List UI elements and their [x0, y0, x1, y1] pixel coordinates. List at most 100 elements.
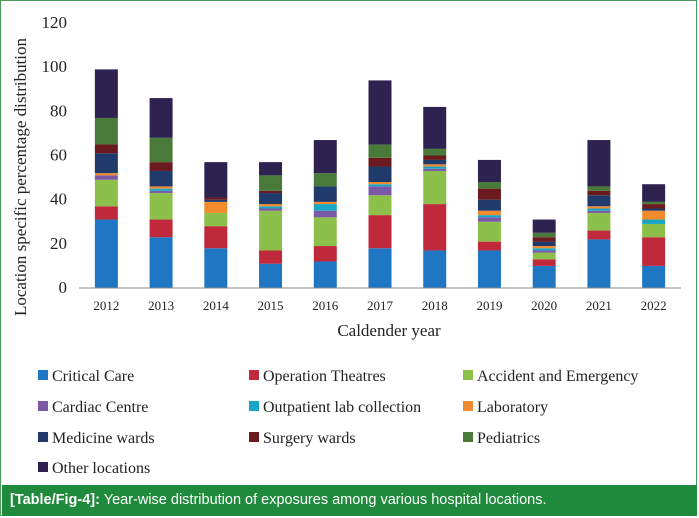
x-tick-label: 2022 [641, 298, 667, 313]
y-axis-title: Location specific percentage distributio… [11, 37, 30, 316]
x-tick-label: 2018 [422, 298, 448, 313]
legend-label: Surgery wards [263, 430, 356, 447]
bar-segment [587, 230, 611, 240]
bar-segment [368, 182, 392, 185]
x-axis-ticks: 2012 2013 2014 2015 2016 2017 2018 2019 2020 2021… [93, 298, 666, 313]
bar-segment [477, 215, 501, 218]
bar-segment [204, 212, 228, 227]
bar-segment [94, 206, 118, 220]
bar-segment [642, 223, 666, 238]
bar-segment [642, 184, 666, 202]
bar-segment [477, 182, 501, 189]
bar-segment [204, 197, 228, 200]
legend-swatch [38, 462, 48, 472]
bar-segment [259, 204, 283, 207]
legend-label: Operation Theatres [263, 368, 386, 385]
legend-label: Outpatient lab collection [263, 399, 421, 416]
y-tick-label: 20 [50, 234, 67, 253]
bar-segment [642, 265, 666, 288]
bar-segment [94, 69, 118, 118]
bar-segment [423, 250, 447, 288]
bar-segment [259, 206, 283, 209]
bar-segment [368, 157, 392, 167]
bars-layer [94, 69, 666, 288]
bar-segment [149, 162, 173, 171]
bar-segment [532, 250, 556, 253]
bar-segment [368, 184, 392, 187]
bar-segment [259, 193, 283, 205]
bar-segment [313, 140, 337, 174]
bar-segment [259, 175, 283, 191]
x-axis-title: Caldender year [337, 321, 441, 340]
bar-segment [259, 208, 283, 211]
legend-swatch [463, 432, 473, 442]
bar-segment [587, 239, 611, 288]
bar-segment [149, 237, 173, 288]
legend: Critical Care Operation Theatres Accident … [38, 368, 638, 477]
legend-swatch [38, 401, 48, 411]
bar-segment [477, 217, 501, 222]
figure-caption: [Table/Fig-4]: Year-wise distribution of… [2, 485, 697, 516]
bar-segment [587, 208, 611, 211]
bar-segment [94, 153, 118, 174]
bar-segment [149, 98, 173, 138]
bar-segment [532, 219, 556, 233]
y-tick-label: 80 [50, 101, 67, 120]
bar-segment [149, 188, 173, 191]
caption-text: Year-wise distribution of exposures amon… [103, 492, 547, 508]
bar-segment [587, 212, 611, 231]
legend-swatch [38, 370, 48, 380]
bar-segment [532, 252, 556, 260]
y-tick-label: 120 [42, 13, 68, 32]
bar-segment [204, 201, 228, 213]
legend-label: Pediatrics [477, 430, 540, 447]
bar-segment [423, 164, 447, 167]
bar-segment [313, 217, 337, 247]
legend-label: Other locations [52, 460, 150, 477]
legend-label: Laboratory [477, 399, 548, 416]
x-tick-label: 2014 [203, 298, 230, 313]
bar-segment [94, 117, 118, 145]
x-tick-label: 2017 [367, 298, 394, 313]
bar-segment [642, 219, 666, 224]
bar-segment [94, 144, 118, 154]
y-tick-label: 40 [50, 190, 67, 209]
legend-swatch [249, 401, 259, 411]
bar-segment [149, 193, 173, 220]
bar-segment [532, 248, 556, 251]
bar-segment [368, 248, 392, 288]
bar-segment [259, 210, 283, 251]
bar-segment [313, 261, 337, 288]
x-tick-label: 2020 [531, 298, 557, 313]
y-tick-label: 100 [42, 57, 68, 76]
bar-segment [368, 80, 392, 145]
bar-segment [532, 241, 556, 247]
x-tick-label: 2019 [476, 298, 502, 313]
bar-segment [149, 219, 173, 238]
bar-segment [423, 204, 447, 251]
bar-segment [477, 221, 501, 242]
bar-segment [587, 186, 611, 191]
bar-segment [259, 190, 283, 194]
y-tick-label: 60 [50, 146, 67, 165]
bar-segment [149, 137, 173, 163]
y-tick-label: 0 [59, 278, 68, 297]
bar-segment [477, 210, 501, 216]
bar-segment [423, 159, 447, 165]
bar-segment [587, 190, 611, 196]
bar-segment [423, 166, 447, 169]
x-tick-label: 2013 [148, 298, 174, 313]
bar-segment [368, 144, 392, 158]
bar-segment [149, 190, 173, 194]
bar-segment [642, 208, 666, 211]
bar-segment [313, 173, 337, 187]
bar-segment [368, 186, 392, 196]
bar-segment [532, 237, 556, 242]
bar-segment [423, 170, 447, 205]
legend-swatch [463, 401, 473, 411]
bar-segment [204, 226, 228, 249]
bar-segment [477, 241, 501, 251]
bar-segment [94, 179, 118, 207]
legend-swatch [463, 370, 473, 380]
